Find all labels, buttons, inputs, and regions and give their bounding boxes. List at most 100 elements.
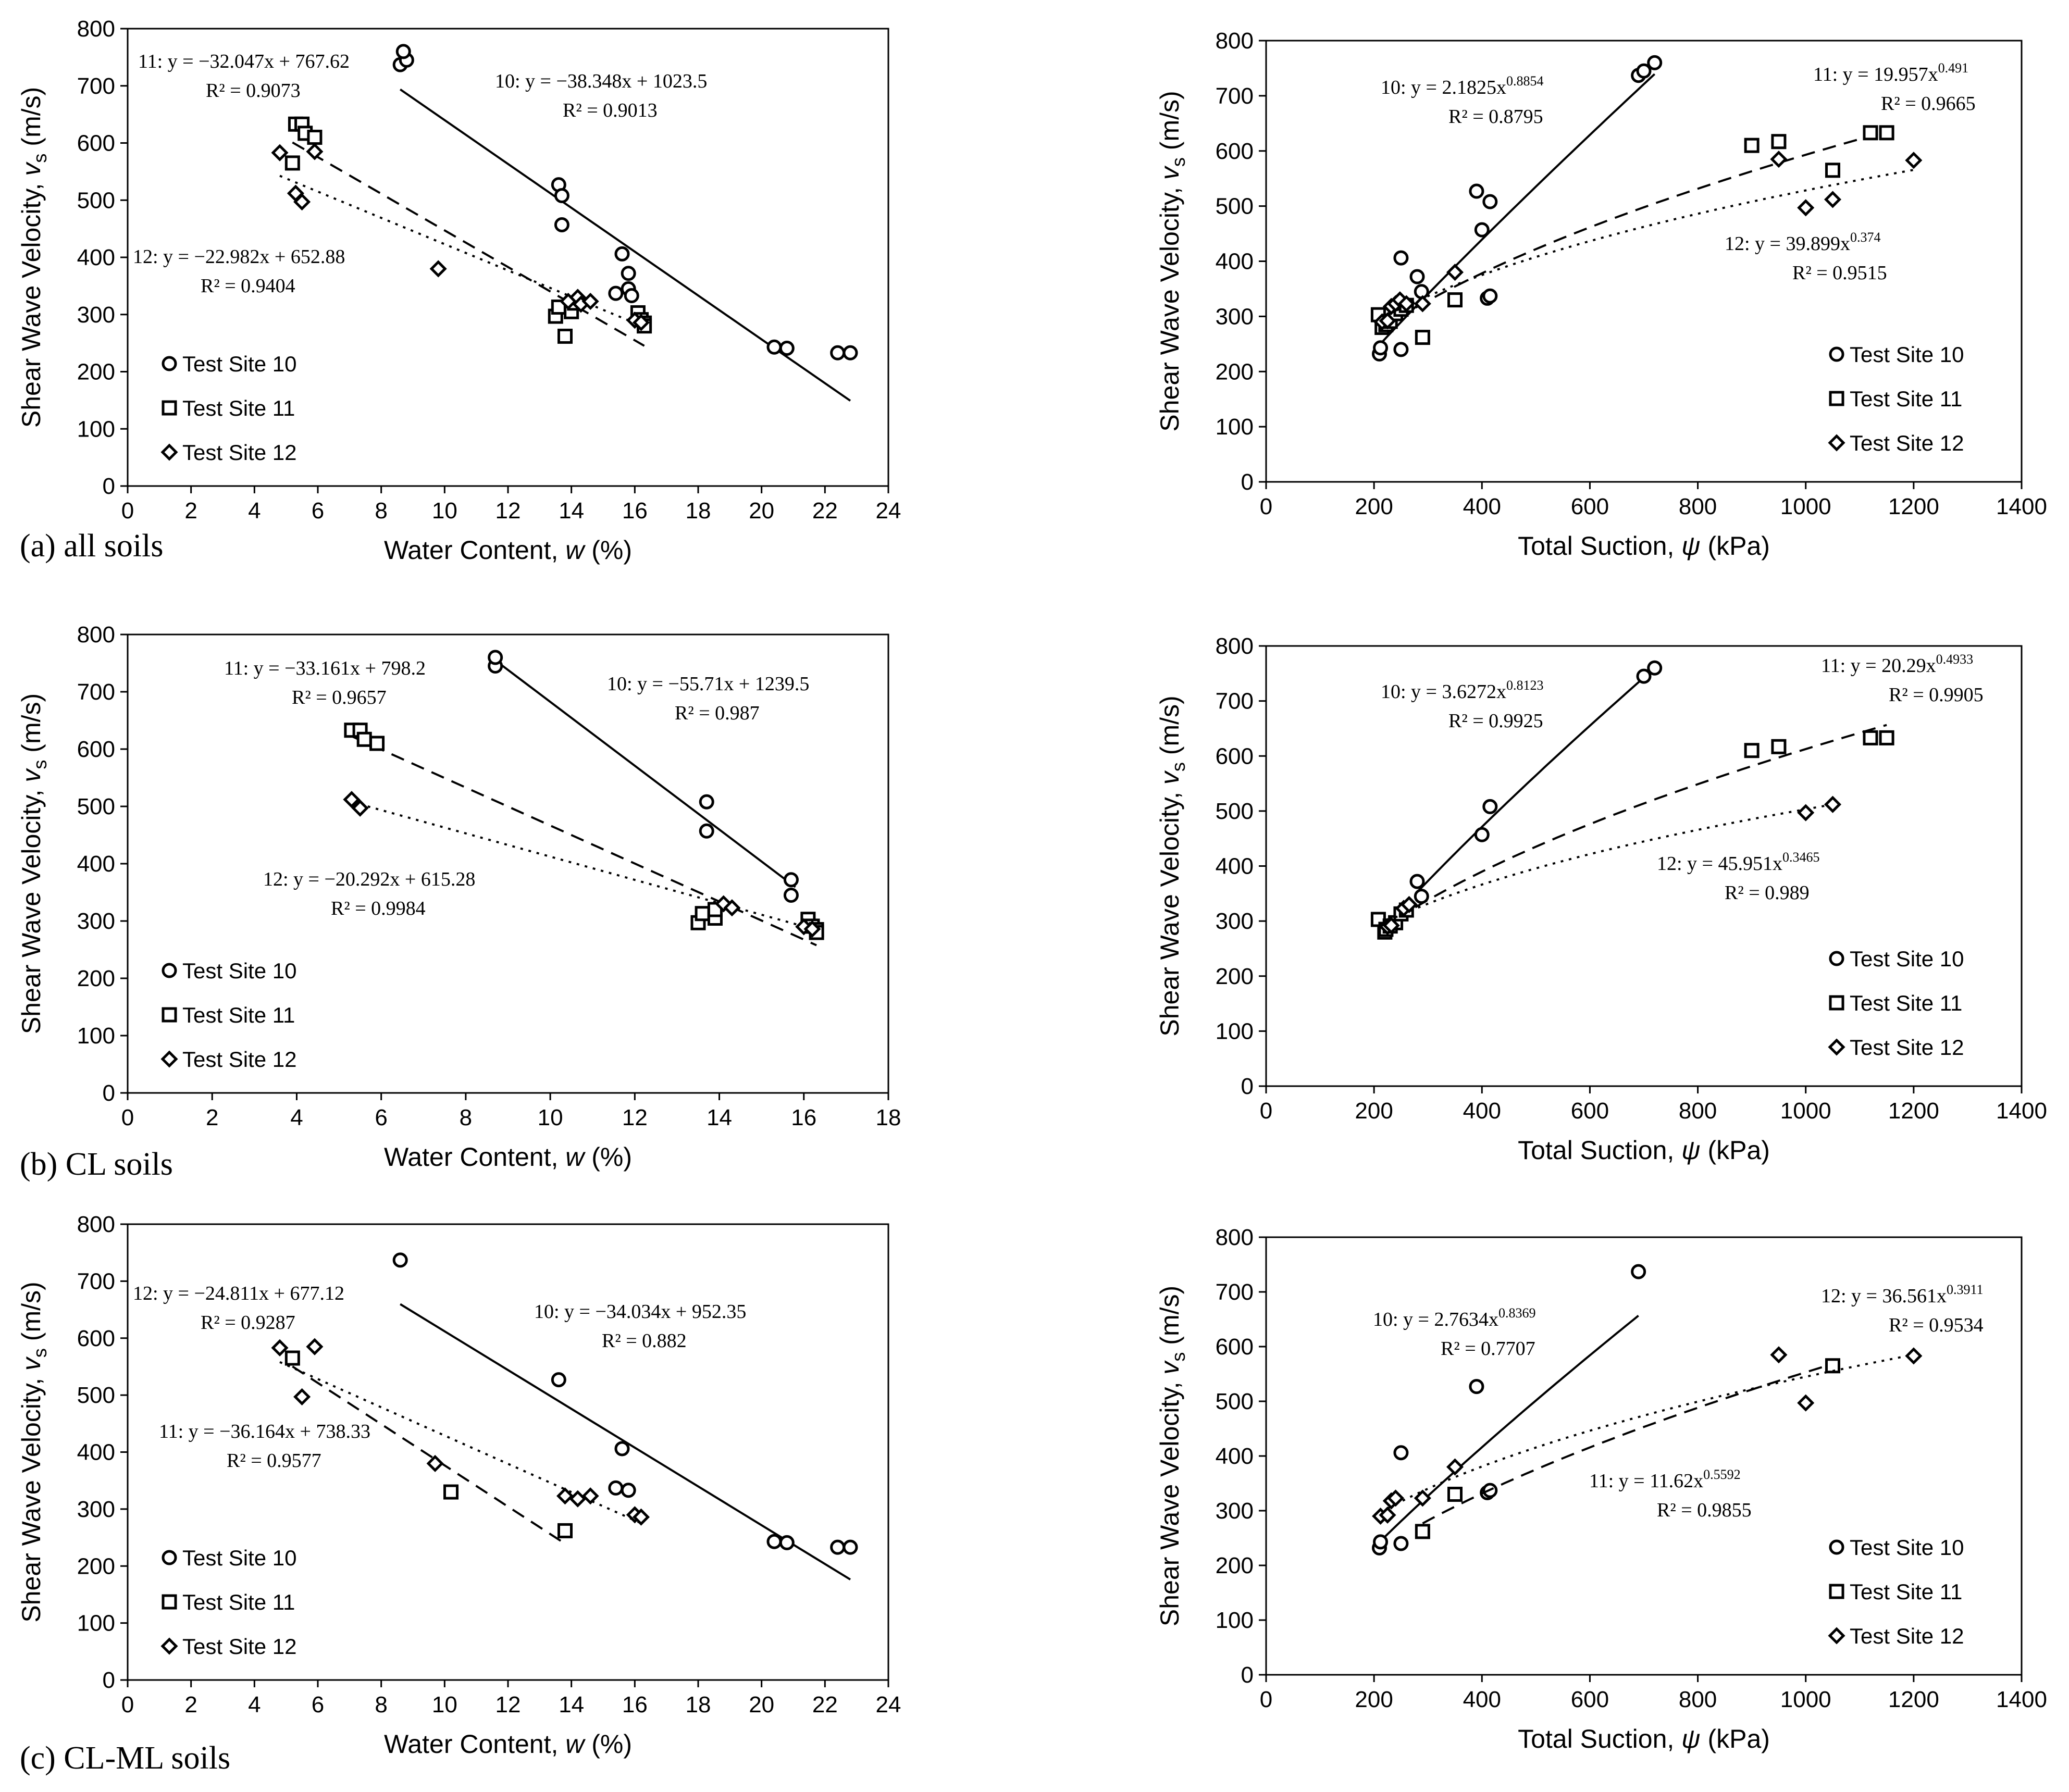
y-tick-label: 400 xyxy=(1216,249,1254,275)
data-point xyxy=(1387,1489,1405,1507)
y-tick-label: 700 xyxy=(1216,1279,1254,1305)
data-point xyxy=(1879,125,1894,141)
x-axis-title: Total Suction, ψ (kPa) xyxy=(1518,1136,1770,1165)
trend-r2: R² = 0.9404 xyxy=(201,275,295,297)
legend: Test Site 10 Test Site 11 Test Site 12 xyxy=(160,1546,296,1659)
data-point xyxy=(1474,222,1490,238)
trend-r2: R² = 0.8795 xyxy=(1448,106,1543,128)
x-tick-label: 1400 xyxy=(1996,1687,2047,1712)
y-tick-label: 400 xyxy=(77,1440,115,1465)
legend: Test Site 10 Test Site 11 Test Site 12 xyxy=(1828,342,1964,455)
series-diamond xyxy=(271,1338,650,1526)
y-tick-label: 300 xyxy=(77,1497,115,1522)
data-point xyxy=(1825,1358,1840,1374)
x-tick-label: 24 xyxy=(876,498,901,524)
data-point xyxy=(293,1388,311,1405)
y-tick-label: 300 xyxy=(1216,304,1254,329)
y-tick-label: 300 xyxy=(1216,1498,1254,1524)
caption-c: (c) CL-ML soils xyxy=(20,1740,230,1776)
x-tick-label: 8 xyxy=(460,1105,472,1130)
y-tick-label: 700 xyxy=(77,679,115,705)
x-tick-label: 1400 xyxy=(1996,1098,2047,1124)
x-tick-label: 800 xyxy=(1679,1098,1717,1124)
trend-equation: 10: y = −55.71x + 1239.5 xyxy=(607,673,809,695)
x-tick-label: 18 xyxy=(686,498,711,524)
data-point xyxy=(551,1372,566,1388)
series-diamond xyxy=(1379,795,1842,936)
y-tick-label: 600 xyxy=(77,131,115,156)
data-point xyxy=(1744,743,1760,758)
trend-equation: 10: y = 3.6272x0.8123 xyxy=(1381,678,1544,703)
data-point xyxy=(1447,1487,1463,1502)
legend-label: Test Site 10 xyxy=(182,352,296,376)
y-axis-title: Shear Wave Velocity, vs (m/s) xyxy=(1155,91,1189,431)
x-tick-label: 4 xyxy=(290,1105,303,1130)
legend-label: Test Site 10 xyxy=(1850,947,1964,971)
data-point xyxy=(830,345,846,360)
data-point xyxy=(1824,795,1842,813)
legend-label: Test Site 11 xyxy=(1850,1579,1962,1604)
legend-marker-diamond xyxy=(1828,1038,1845,1056)
data-point xyxy=(488,650,503,665)
x-tick-label: 200 xyxy=(1355,1098,1393,1124)
data-point xyxy=(1824,191,1842,208)
y-tick-label: 100 xyxy=(77,416,115,442)
trend-equation: 11: y = −33.161x + 798.2 xyxy=(224,657,426,679)
x-tick-label: 400 xyxy=(1463,1687,1501,1712)
data-point xyxy=(569,1490,587,1508)
trend-equation: 11: y = −36.164x + 738.33 xyxy=(159,1421,370,1442)
data-point xyxy=(803,920,821,938)
data-point xyxy=(293,193,311,211)
x-tick-label: 600 xyxy=(1571,494,1609,519)
y-tick-label: 400 xyxy=(1216,854,1254,879)
x-tick-label: 14 xyxy=(559,498,584,524)
data-point xyxy=(1474,827,1490,842)
x-axis-title: Total Suction, ψ (kPa) xyxy=(1518,531,1770,561)
x-tick-label: 6 xyxy=(375,1105,387,1130)
data-point xyxy=(1393,342,1409,357)
data-point xyxy=(581,292,599,310)
legend-marker-square xyxy=(162,1007,177,1023)
x-tick-label: 22 xyxy=(812,498,838,524)
chart-c-suction: 0 100 200 300 400 500 600 700 800 0 200 400 600 800 10… xyxy=(1155,1225,2047,1753)
data-point xyxy=(766,339,782,355)
data-point xyxy=(1414,295,1431,313)
y-tick-label: 400 xyxy=(77,245,115,270)
x-tick-label: 18 xyxy=(876,1105,901,1130)
data-point xyxy=(271,1339,289,1357)
legend-label: Test Site 11 xyxy=(1850,991,1962,1015)
trend-line xyxy=(1378,130,1887,332)
trend-r2: R² = 0.9905 xyxy=(1889,684,1984,706)
data-point xyxy=(1863,125,1878,141)
y-tick-label: 500 xyxy=(1216,1389,1254,1414)
legend-label: Test Site 11 xyxy=(182,1590,295,1614)
y-tick-label: 200 xyxy=(77,1553,115,1579)
y-tick-label: 100 xyxy=(77,1611,115,1636)
data-point xyxy=(1631,1264,1646,1279)
legend-marker-circle xyxy=(162,1550,177,1565)
data-point xyxy=(1797,199,1815,217)
data-point xyxy=(429,260,447,278)
data-point xyxy=(624,288,639,304)
data-point xyxy=(614,246,630,262)
x-tick-label: 0 xyxy=(121,498,134,524)
x-tick-label: 600 xyxy=(1571,1098,1609,1124)
trend-r2: R² = 0.9073 xyxy=(206,80,301,102)
trend-equation: 12: y = 36.561x0.3911 xyxy=(1821,1282,1984,1307)
series-diamond xyxy=(1372,1346,1923,1525)
trend-equation: 12: y = −24.811x + 677.12 xyxy=(133,1283,344,1304)
trend-equation: 10: y = −34.034x + 952.35 xyxy=(534,1301,746,1323)
data-point xyxy=(554,188,569,203)
series-diamond xyxy=(271,143,650,331)
data-point xyxy=(1647,55,1663,70)
y-tick-label: 600 xyxy=(77,1326,115,1351)
y-tick-label: 200 xyxy=(77,966,115,991)
y-axis-title: Shear Wave Velocity, vs (m/s) xyxy=(1155,1286,1189,1626)
x-tick-label: 20 xyxy=(749,498,774,524)
data-point xyxy=(783,872,799,888)
y-tick-label: 700 xyxy=(1216,83,1254,109)
legend-label: Test Site 12 xyxy=(182,440,296,465)
data-point xyxy=(632,314,650,331)
y-tick-label: 500 xyxy=(1216,194,1254,219)
